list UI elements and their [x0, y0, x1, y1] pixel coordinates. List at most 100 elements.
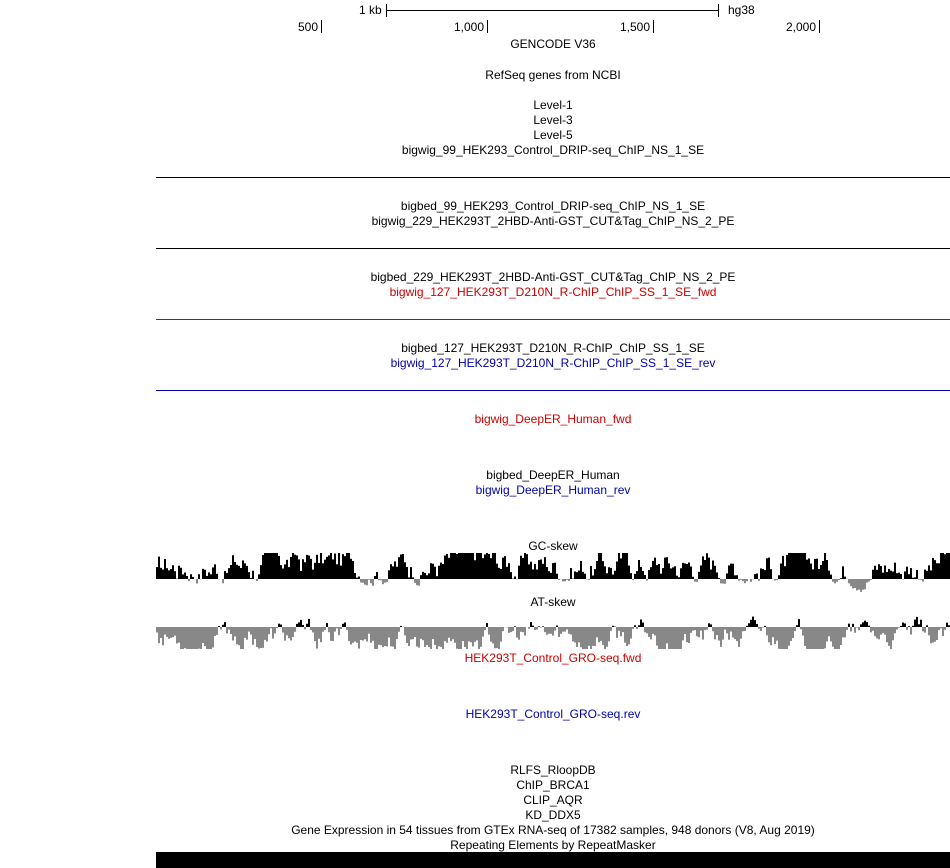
skew-bar	[804, 553, 806, 579]
track-label-bigwig-229[interactable]: bigwig_229_HEK293T_2HBD-Anti-GST_CUT&Tag…	[371, 214, 735, 228]
skew-bar	[158, 556, 160, 579]
skew-bar	[536, 627, 538, 630]
skew-bar	[624, 553, 626, 579]
skew-bar	[942, 627, 944, 637]
skew-bar	[344, 622, 346, 627]
skew-bar	[470, 553, 472, 579]
track-label-bigwig-127-fwd[interactable]: bigwig_127_HEK293T_D210N_R-ChIP_ChIP_SS_…	[389, 285, 717, 299]
track-label-deeper-bigbed[interactable]: bigbed_DeepER_Human	[486, 468, 620, 482]
track-label-bigbed-229[interactable]: bigbed_229_HEK293T_2HBD-Anti-GST_CUT&Tag…	[370, 270, 736, 284]
skew-bar	[866, 622, 868, 627]
skew-bar	[558, 579, 560, 581]
track-label-gencode[interactable]: GENCODE V36	[510, 37, 596, 51]
skew-bar	[598, 553, 600, 579]
track-label-clip-aqr[interactable]: CLIP_AQR	[523, 793, 583, 807]
skew-bar	[626, 553, 628, 579]
skew-bar	[850, 627, 852, 632]
track-label-refseq[interactable]: RefSeq genes from NCBI	[485, 68, 621, 82]
skew-bar	[360, 627, 362, 641]
ruler-tick	[653, 20, 654, 33]
skew-bar	[378, 579, 380, 581]
skew-bar	[644, 574, 646, 579]
track-label-chip-brca1[interactable]: ChIP_BRCA1	[516, 778, 590, 792]
skew-bar	[638, 559, 640, 579]
skew-bar	[700, 627, 702, 631]
skew-bar	[740, 579, 742, 580]
skew-bar	[790, 553, 792, 579]
track-label-deeper-rev[interactable]: bigwig_DeepER_Human_rev	[475, 483, 631, 497]
skew-bar	[174, 571, 176, 579]
skew-bar	[544, 627, 546, 633]
skew-bar	[872, 627, 874, 631]
skew-bar	[478, 553, 480, 579]
skew-bar	[360, 579, 362, 583]
skew-bar	[676, 575, 678, 579]
skew-bar	[438, 565, 440, 579]
track-label-at-skew[interactable]: AT-skew	[530, 595, 576, 609]
track-label-repeatmasker[interactable]: Repeating Elements by RepeatMasker	[450, 838, 656, 852]
skew-bar	[726, 573, 728, 579]
skew-bar	[488, 627, 490, 635]
skew-bar	[350, 627, 352, 645]
skew-bar	[566, 579, 568, 580]
track-label-deeper-fwd[interactable]: bigwig_DeepER_Human_fwd	[474, 412, 632, 426]
skew-bar	[164, 627, 166, 635]
skew-bar	[844, 576, 846, 579]
track-label-bigwig-127-rev[interactable]: bigwig_127_HEK293T_D210N_R-ChIP_ChIP_SS_…	[390, 356, 716, 370]
skew-bar	[636, 571, 638, 579]
skew-bar	[588, 579, 590, 580]
skew-bar	[798, 553, 800, 579]
skew-bar	[196, 579, 198, 584]
skew-bar	[864, 620, 866, 627]
skew-bar	[544, 557, 546, 579]
skew-bar	[448, 627, 450, 638]
track-label-gro-seq-fwd[interactable]: HEK293T_Control_GRO-seq.fwd	[464, 651, 642, 665]
skew-bar	[472, 553, 474, 579]
skew-bar	[810, 627, 812, 649]
track-label-bigwig-99[interactable]: bigwig_99_HEK293_Control_DRIP-seq_ChIP_N…	[401, 143, 705, 157]
track-label-kd-ddx5[interactable]: KD_DDX5	[525, 808, 581, 822]
skew-bar	[180, 627, 182, 649]
track-label-bigbed-127[interactable]: bigbed_127_HEK293T_D210N_R-ChIP_ChIP_SS_…	[401, 341, 705, 355]
track-label-gro-seq-rev[interactable]: HEK293T_Control_GRO-seq.rev	[465, 707, 641, 721]
skew-bar	[310, 627, 312, 631]
track-label-level-5[interactable]: Level-5	[533, 128, 573, 142]
skew-bar	[806, 627, 808, 649]
skew-bar	[606, 573, 608, 579]
track-label-level-3[interactable]: Level-3	[533, 113, 573, 127]
skew-bar	[436, 576, 438, 579]
skew-bar	[848, 623, 850, 627]
skew-bar	[336, 564, 338, 579]
skew-bar	[800, 627, 802, 630]
skew-bar	[880, 627, 882, 635]
skew-bar	[518, 565, 520, 579]
track-label-bigbed-99[interactable]: bigbed_99_HEK293_Control_DRIP-seq_ChIP_N…	[400, 199, 706, 213]
track-label-gtex[interactable]: Gene Expression in 54 tissues from GTEx …	[291, 823, 815, 837]
track-label-level-1[interactable]: Level-1	[533, 98, 573, 112]
skew-bar	[282, 627, 284, 633]
track-label-rlfs[interactable]: RLFS_RloopDB	[510, 763, 596, 777]
skew-bar	[570, 568, 572, 579]
skew-bar	[788, 553, 790, 579]
skew-bar	[880, 566, 882, 579]
skew-bar	[420, 575, 422, 579]
skew-bar	[656, 627, 658, 646]
track-baseline	[156, 177, 950, 178]
skew-bar	[716, 572, 718, 579]
skew-bar	[898, 627, 900, 628]
skew-bar	[940, 627, 942, 629]
skew-bar	[816, 627, 818, 649]
skew-bar	[656, 565, 658, 579]
skew-bar	[230, 565, 232, 579]
skew-bar	[364, 579, 366, 585]
skew-bar	[818, 627, 820, 649]
skew-bar	[738, 627, 740, 647]
skew-bar	[736, 627, 738, 642]
scale-bar-left-cap	[386, 4, 387, 17]
skew-bar	[450, 553, 452, 579]
skew-bar	[334, 553, 336, 579]
skew-bar	[720, 627, 722, 647]
track-label-gc-skew[interactable]: GC-skew	[528, 539, 578, 553]
skew-bar	[534, 563, 536, 579]
skew-bar	[680, 627, 682, 649]
